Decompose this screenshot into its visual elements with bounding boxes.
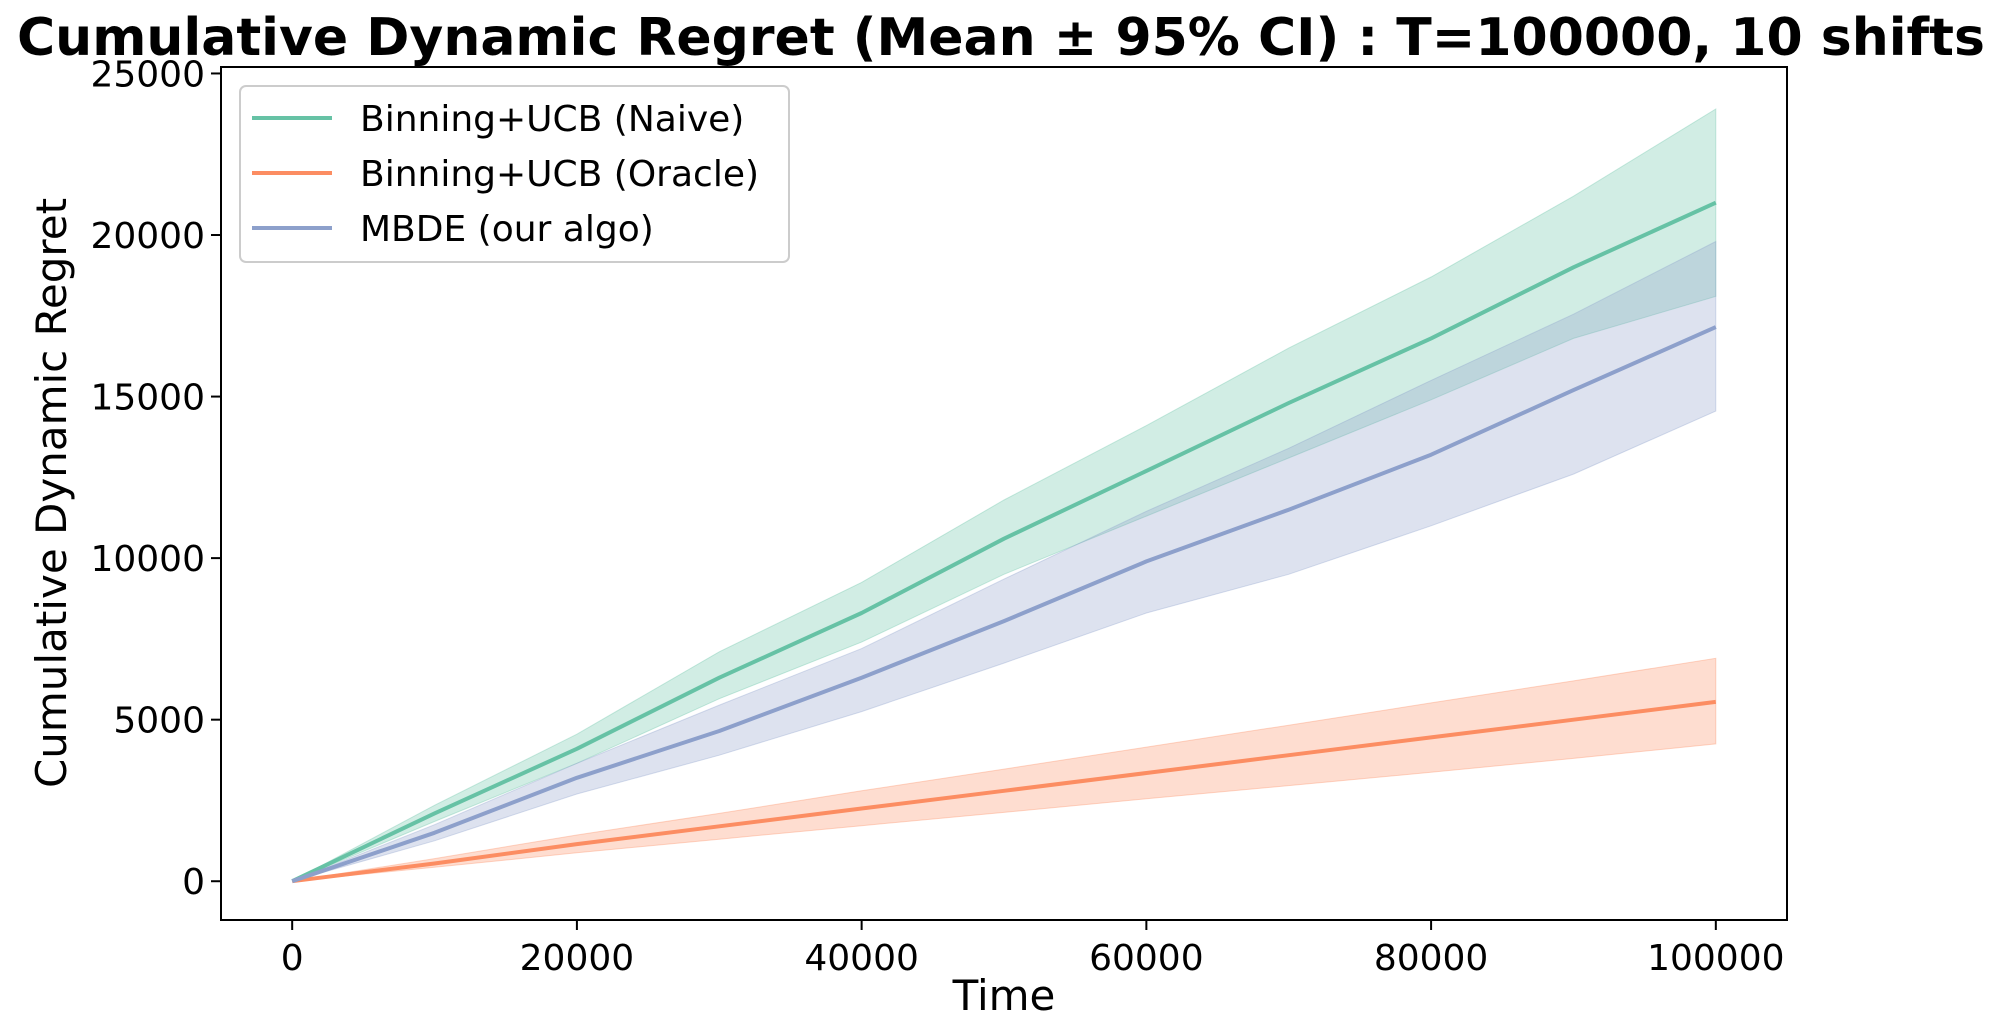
x-tick-label: 80000 [1374,938,1489,979]
ci-band-mbde-our-algo [292,240,1717,882]
y-tick-label: 5000 [113,701,205,742]
x-tick-label: 100000 [1647,938,1784,979]
x-tick-label: 60000 [1089,938,1204,979]
plot-frame [220,66,1788,921]
y-tick-label: 15000 [90,378,205,419]
chart-title: Cumulative Dynamic Regret (Mean ± 95% CI… [17,8,1985,68]
y-tick-label: 10000 [90,539,205,580]
legend-label-binning-ucb-naive: Binning+UCB (Naive) [360,99,744,140]
legend: Binning+UCB (Naive) Binning+UCB (Oracle) M… [239,85,790,263]
x-tick-label: 20000 [520,938,635,979]
y-tick-label: 20000 [90,216,205,257]
x-tick-label: 0 [281,938,304,979]
series-line-mbde-our-algo [291,325,1717,884]
legend-frame [239,85,790,263]
ci-band-binning-ucb-oracle [292,657,1717,882]
y-axis-ticks: 0 5000 10000 15000 20000 25000 [90,54,221,903]
x-tick-label: 40000 [804,938,919,979]
y-axis-label: Cumulative Dynamic Regret [27,198,76,788]
series-lines [291,200,1717,884]
x-axis-label: Time [952,971,1056,1020]
legend-label-binning-ucb-oracle: Binning+UCB (Oracle) [360,154,759,195]
series-line-binning-ucb-naive [291,200,1717,884]
series-line-binning-ucb-oracle [291,699,1717,884]
y-tick-label: 0 [182,862,205,903]
legend-label-mbde-our-algo: MBDE (our algo) [360,209,654,250]
x-axis-ticks: 0 20000 40000 60000 80000 100000 [281,920,1785,979]
y-tick-label: 25000 [90,54,205,95]
